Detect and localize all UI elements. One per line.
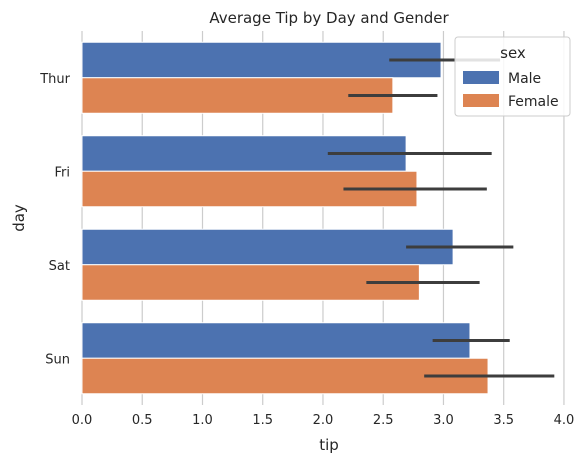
y-tick-label: Thur xyxy=(39,72,70,87)
bar-male xyxy=(81,41,442,79)
x-tick-label: 0.5 xyxy=(132,413,153,428)
legend-swatch xyxy=(463,94,499,107)
y-tick-label: Sun xyxy=(45,352,70,367)
bar-female xyxy=(81,77,394,114)
chart-title: Average Tip by Day and Gender xyxy=(209,9,449,27)
x-axis-label: tip xyxy=(319,436,339,454)
y-tick-labels: Thur Fri Sat Sun xyxy=(39,72,70,368)
x-tick-label: 0.0 xyxy=(72,413,93,428)
x-tick-label: 1.0 xyxy=(192,413,213,428)
legend-swatch xyxy=(463,71,499,84)
legend-label: Male xyxy=(508,71,541,87)
bars xyxy=(81,41,489,395)
x-tick-label: 3.5 xyxy=(493,413,514,428)
y-axis-label: day xyxy=(10,204,28,232)
bar-male xyxy=(81,228,454,266)
x-tick-label: 2.5 xyxy=(373,413,394,428)
x-tick-labels: 0.0 0.5 1.0 1.5 2.0 2.5 3.0 3.5 4.0 xyxy=(72,413,575,428)
x-tick-label: 1.5 xyxy=(252,413,273,428)
x-tick-label: 4.0 xyxy=(554,413,575,428)
y-tick-label: Fri xyxy=(55,165,71,180)
x-tick-label: 2.0 xyxy=(313,413,334,428)
legend: sex Male Female xyxy=(454,36,571,117)
bar-female xyxy=(81,264,420,301)
legend-title: sex xyxy=(500,44,526,62)
x-tick-label: 3.0 xyxy=(433,413,454,428)
legend-label: Female xyxy=(508,94,559,110)
y-tick-label: Sat xyxy=(49,259,70,274)
bar-male xyxy=(81,322,471,359)
